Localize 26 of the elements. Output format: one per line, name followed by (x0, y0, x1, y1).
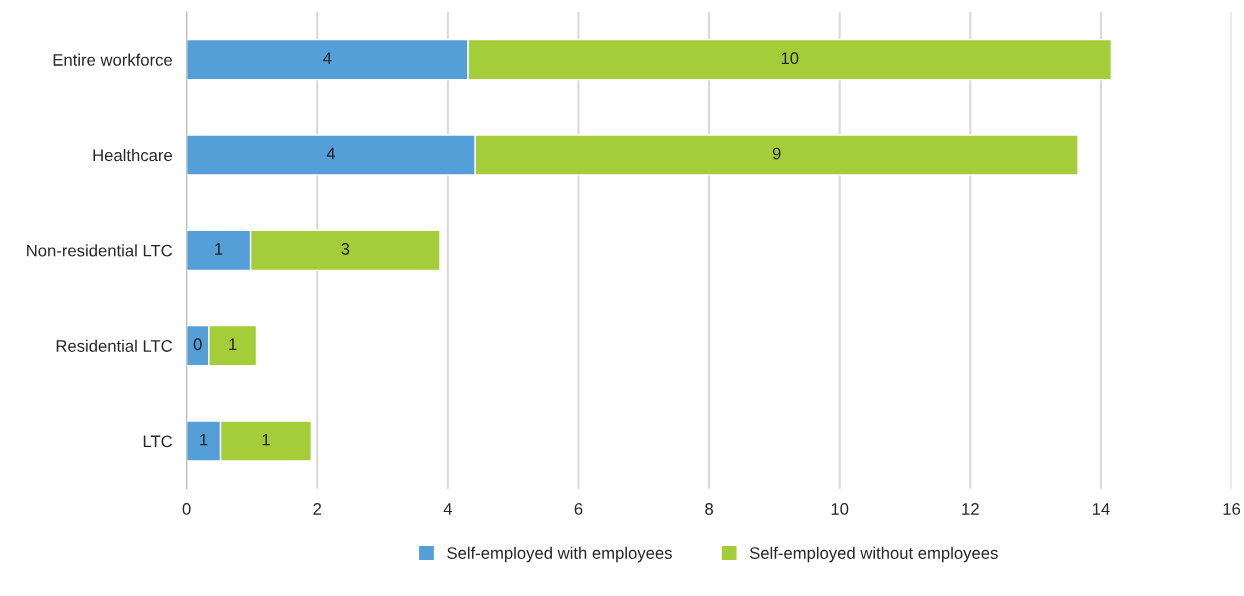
x-tick-label: 16 (1223, 503, 1241, 515)
y-tick-label: LTC (143, 435, 173, 448)
y-tick-label: Healthcare (93, 148, 172, 162)
x-tick-label: 6 (574, 503, 583, 515)
x-tick-label: 10 (831, 503, 849, 515)
y-tick-label: Entire workforce (53, 53, 172, 66)
data-label: 1 (262, 433, 270, 446)
data-label: 9 (772, 147, 781, 160)
y-tick-label: Residential LTC (56, 339, 173, 352)
x-tick-label: 4 (443, 503, 452, 515)
data-label: 10 (781, 52, 799, 65)
data-label: 4 (326, 147, 336, 160)
data-label: 0 (193, 338, 202, 351)
data-label: 1 (200, 433, 208, 446)
legend-label: Self-employed without employees (749, 546, 998, 563)
data-label: 4 (323, 52, 332, 64)
x-tick-label: 12 (962, 503, 979, 515)
data-label: 1 (215, 243, 223, 255)
x-tick-label: 0 (182, 503, 191, 515)
x-tick-label: 8 (705, 503, 713, 515)
x-tick-label: 14 (1092, 503, 1110, 515)
x-tick-label: 2 (313, 503, 322, 515)
data-label: 3 (341, 242, 350, 255)
legend-label: Self-employed with employees (447, 546, 672, 563)
data-label: 1 (229, 338, 237, 350)
y-tick-label: Non-residential LTC (27, 244, 173, 257)
